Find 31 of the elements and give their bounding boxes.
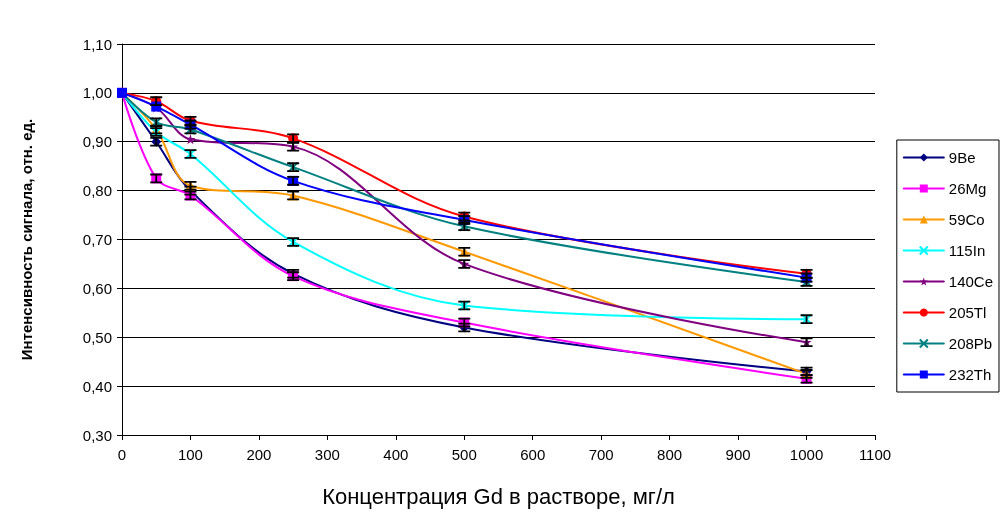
legend-label: 9Be <box>948 149 976 166</box>
legend-label: 115In <box>948 242 986 259</box>
legend-label: 140Ce <box>948 273 993 290</box>
y-tick-label: 0,50 <box>82 328 112 346</box>
x-tick-label: 0 <box>117 446 127 463</box>
legend-label: 232Th <box>948 366 992 383</box>
y-tick-label: 0,40 <box>82 377 112 395</box>
y-tick-label: 0,80 <box>82 182 112 200</box>
x-tick-label: 600 <box>520 446 546 463</box>
x-tick-label: 500 <box>451 446 477 463</box>
x-tick-label: 400 <box>383 446 409 463</box>
legend-label: 205Tl <box>948 304 987 321</box>
legend-label: 208Pb <box>948 335 993 352</box>
x-tick-label: 1000 <box>789 446 824 463</box>
y-axis-title: Интенсивность сигнала, отн. ед. <box>18 118 35 361</box>
x-tick-label: 200 <box>246 446 272 463</box>
x-tick-label: 300 <box>314 446 340 463</box>
x-axis-title: Концентрация Gd в растворе, мг/л <box>322 483 675 509</box>
legend-label: 59Co <box>948 211 985 228</box>
y-tick-label: 0,30 <box>82 426 112 444</box>
y-tick-label: 1,00 <box>82 84 112 102</box>
y-tick-label: 0,60 <box>82 279 112 297</box>
x-tick-label: 800 <box>657 446 683 463</box>
y-tick-label: 1,10 <box>82 35 112 53</box>
y-tick-label: 0,70 <box>82 231 112 248</box>
legend-label: 26Mg <box>948 180 987 197</box>
x-tick-label: 900 <box>725 446 751 463</box>
x-tick-label: 700 <box>588 446 614 463</box>
x-tick-label: 100 <box>177 446 203 463</box>
x-tick-label: 1100 <box>858 446 892 463</box>
y-tick-label: 0,90 <box>82 133 112 151</box>
